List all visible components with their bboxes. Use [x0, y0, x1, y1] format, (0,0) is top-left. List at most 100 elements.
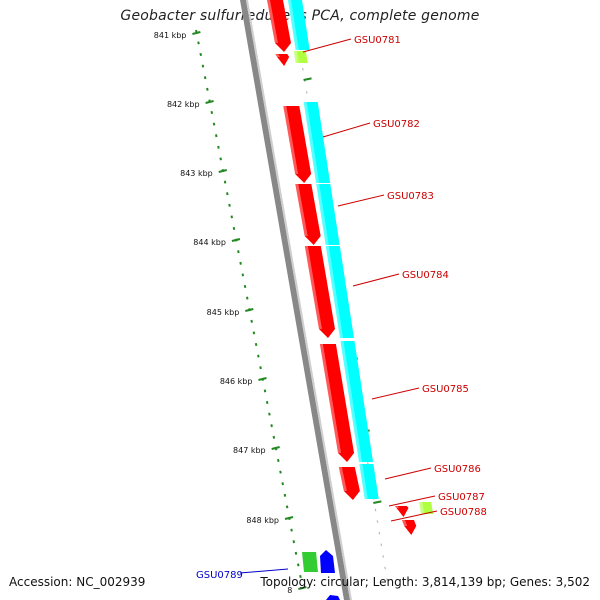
outer-tick [303, 77, 312, 81]
backbone-highlight [246, 0, 352, 600]
gene-label: GSU0782 [373, 119, 420, 130]
scale-major-tick [192, 31, 201, 35]
scale-dot [203, 76, 207, 80]
cds-block-shade [325, 246, 343, 338]
scale-dot [241, 273, 245, 277]
scale-dot [228, 203, 231, 207]
cds-block-shade [316, 184, 329, 245]
cds-block [359, 464, 379, 499]
scale-labels: 841 kbp 842 kbp 843 kbp 844 kbp 845 kbp 846 k… [154, 31, 382, 595]
gene-label: GSU0786 [434, 464, 481, 475]
scale-dot [254, 342, 258, 347]
cds-block-shade [303, 102, 320, 183]
gene-arrow-shade [401, 520, 408, 526]
scale-dot [290, 528, 293, 532]
gene-arrow-shade [338, 467, 347, 491]
scale-dot [268, 412, 271, 416]
gene-arrow-shade [394, 506, 400, 508]
gene-arrow [283, 106, 312, 183]
gene-arrow [338, 467, 360, 500]
scale-dot [299, 574, 302, 579]
scale-dot [223, 180, 227, 184]
small-feature [419, 502, 434, 514]
outer-dot [374, 508, 377, 512]
gene-arrow-shade [319, 344, 342, 453]
scale-dot [277, 458, 280, 463]
outer-dot [376, 520, 379, 523]
scale-dot [237, 250, 240, 254]
cds-block [288, 0, 310, 50]
scale-dot [210, 110, 214, 115]
backbone-strand [240, 0, 350, 600]
gene-arrow [394, 506, 409, 517]
gene-label: GSU0789 [196, 570, 243, 581]
gene-label: GSU0787 [438, 492, 485, 503]
scale-dot [239, 261, 242, 265]
scale-dot [259, 366, 262, 370]
gene-arrow [304, 246, 335, 338]
cds-block [303, 102, 331, 183]
outer-dot [386, 578, 388, 581]
outer-dot [382, 555, 385, 558]
gene-label-leader [371, 387, 420, 400]
scale-dot [226, 192, 229, 196]
scale-dot [294, 551, 298, 555]
features [267, 0, 434, 600]
gene-arrow-shade [267, 0, 278, 43]
scale-dot [245, 296, 249, 300]
scale-dot [250, 319, 253, 323]
cds-block-shade [359, 464, 368, 499]
scale-dot [292, 540, 296, 544]
scale-label: 841 kbp [154, 31, 187, 40]
gene-label: GSU0784 [402, 270, 449, 281]
gene-arrow [295, 184, 321, 245]
scale-dot [257, 354, 260, 358]
scale-dot [219, 157, 222, 161]
small-feature-shade [419, 502, 425, 514]
scale-dot [214, 134, 218, 138]
gene-labels: GSU0781 GSU0782 GSU0783 GSU0784 GSU0785 GSU07… [196, 35, 487, 581]
cds-block [340, 341, 374, 462]
gene-arrow [401, 520, 417, 535]
scale-dot [252, 331, 256, 335]
outer-dot [301, 67, 304, 71]
cds-block-other [302, 552, 318, 572]
scale-dot [263, 389, 267, 393]
gene-label-leader [239, 568, 289, 574]
scale-major-tick [271, 446, 280, 450]
scale-label: 842 kbp [167, 100, 200, 109]
scale-label: 8 [287, 586, 292, 595]
outer-dot [378, 531, 381, 535]
scale-dot [285, 505, 289, 509]
gene-label-leader [388, 495, 436, 507]
scale-dot [296, 563, 300, 567]
scale-major-tick [284, 516, 294, 520]
small-feature [293, 51, 308, 63]
backbone [240, 0, 352, 600]
outer-dot [380, 543, 383, 547]
scale-dot [217, 145, 220, 149]
scale-dot [199, 52, 203, 57]
scale-dot [230, 215, 234, 219]
gene-label: GSU0783 [387, 191, 434, 202]
gene-label-leader [384, 467, 432, 480]
outer-dot [305, 91, 308, 94]
cds-block [325, 246, 354, 338]
scale-label: 847 kbp [233, 446, 266, 455]
cds-block [316, 184, 340, 245]
scale-label: 844 kbp [193, 238, 226, 247]
gene-label-leader [337, 194, 385, 207]
gene-arrow [275, 54, 290, 66]
scale-label: 846 kbp [220, 377, 253, 386]
gene-label-leader [302, 38, 352, 53]
gene-arrow-other [326, 595, 340, 600]
scale-major-tick [218, 169, 227, 173]
scale-dot [272, 435, 276, 439]
scale-dot [201, 64, 205, 68]
scale-dot [243, 284, 247, 289]
genome-stats-text: Topology: circular; Length: 3,814,139 bp… [260, 575, 590, 589]
scale-dot [197, 41, 200, 45]
gene-arrow-other [320, 550, 335, 573]
scale-major-tick [298, 586, 307, 590]
